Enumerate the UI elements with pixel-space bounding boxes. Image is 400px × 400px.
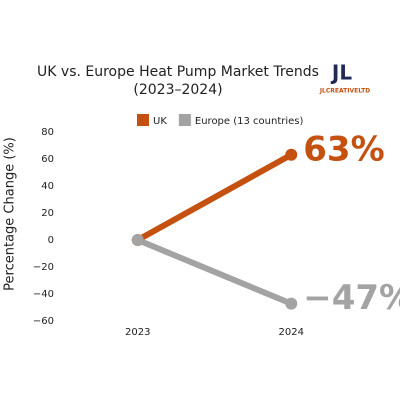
logo-mark: JL: [330, 61, 352, 85]
logo-text: JLCREATIVELTD: [319, 88, 370, 95]
chart-title: UK vs. Europe Heat Pump Market Trends: [37, 64, 319, 80]
y-tick-label: −20: [33, 262, 54, 273]
data-point: [131, 234, 144, 247]
value-label: 63%: [303, 129, 384, 169]
series-line: [134, 237, 295, 307]
series-line: [134, 151, 295, 244]
y-tick-label: 20: [41, 208, 54, 219]
y-tick-label: −60: [33, 316, 54, 327]
chart-title: (2023–2024): [133, 82, 222, 98]
legend-swatch: [137, 114, 149, 126]
value-label: −47%: [303, 278, 400, 318]
legend-label: UK: [153, 116, 167, 127]
y-tick-label: −40: [33, 289, 54, 300]
x-tick-label: 2024: [279, 327, 304, 338]
y-tick-label: 0: [48, 235, 54, 246]
data-point: [285, 297, 298, 310]
x-tick-label: 2023: [125, 327, 150, 338]
y-tick-label: 80: [41, 127, 54, 138]
y-tick-label: 60: [41, 154, 54, 165]
y-axis-label: Percentage Change (%): [3, 137, 18, 291]
legend-swatch: [178, 114, 191, 126]
legend-label: Europe (13 countries): [195, 116, 304, 127]
data-point: [285, 148, 298, 161]
y-tick-label: 40: [41, 181, 54, 192]
